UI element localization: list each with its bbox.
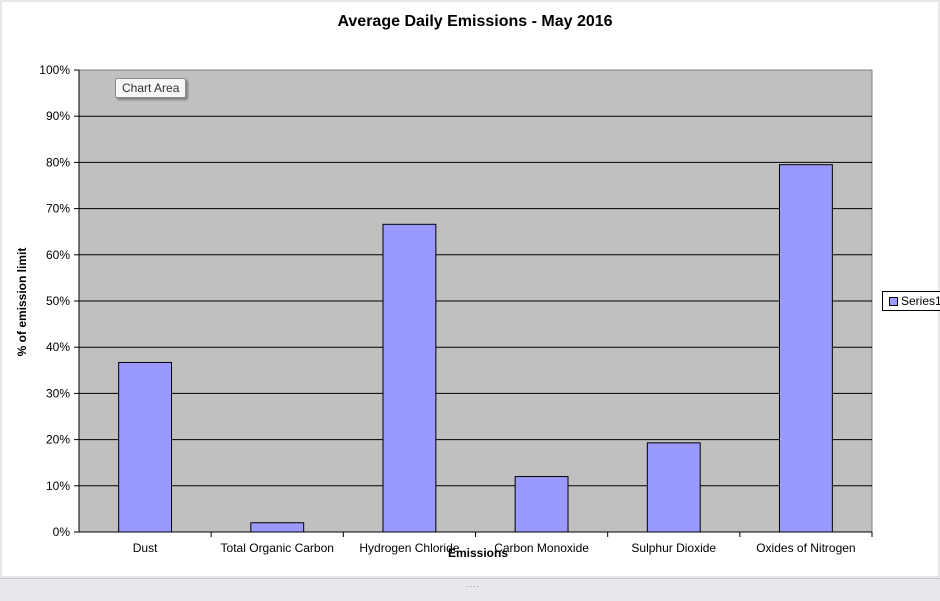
y-axis-title: % of emission limit xyxy=(15,248,29,357)
y-tick-labels: 0% 10% 20% 30% 40% 50% 60% 70% 80% 90% 100% xyxy=(39,63,79,539)
legend-swatch xyxy=(889,297,898,306)
chart-area-tooltip: Chart Area xyxy=(115,78,187,98)
y-tick-label: 30% xyxy=(46,386,70,400)
x-tick-label: Sulphur Dioxide xyxy=(631,541,716,555)
gridlines xyxy=(79,115,872,487)
y-tick-label: 60% xyxy=(46,248,70,262)
y-tick-label: 0% xyxy=(53,525,71,539)
legend[interactable]: Series1 xyxy=(882,291,940,311)
y-tick-label: 20% xyxy=(46,433,70,447)
window-bottom-bar: .... xyxy=(0,578,940,601)
bar[interactable] xyxy=(778,164,833,533)
y-tick-label: 90% xyxy=(46,109,70,123)
y-tick-label: 100% xyxy=(39,63,70,77)
bars xyxy=(118,164,833,533)
x-tick-label: Oxides of Nitrogen xyxy=(756,541,855,555)
bar[interactable] xyxy=(250,522,305,533)
y-tick-label: 80% xyxy=(46,155,70,169)
bar[interactable] xyxy=(382,223,437,533)
x-tick-label: Dust xyxy=(133,541,158,555)
bar[interactable] xyxy=(514,476,569,533)
bar[interactable] xyxy=(646,442,701,533)
x-tick-label: Hydrogen Chloride xyxy=(359,541,459,555)
chart-title: Average Daily Emissions - May 2016 xyxy=(337,13,612,30)
x-tick-label: Total Organic Carbon xyxy=(221,541,334,555)
bar[interactable] xyxy=(118,361,173,533)
resize-grip-icon[interactable]: .... xyxy=(466,579,481,589)
y-tick-label: 40% xyxy=(46,340,70,354)
x-tick-labels: Dust Total Organic Carbon Hydrogen Chlorid… xyxy=(133,532,873,555)
x-axis-title: Emissions xyxy=(448,546,508,560)
y-tick-label: 50% xyxy=(46,294,70,308)
y-tick-label: 70% xyxy=(46,202,70,216)
y-tick-label: 10% xyxy=(46,479,70,493)
x-tick-label: Carbon Monoxide xyxy=(494,541,589,555)
legend-label: Series1 xyxy=(901,294,940,308)
